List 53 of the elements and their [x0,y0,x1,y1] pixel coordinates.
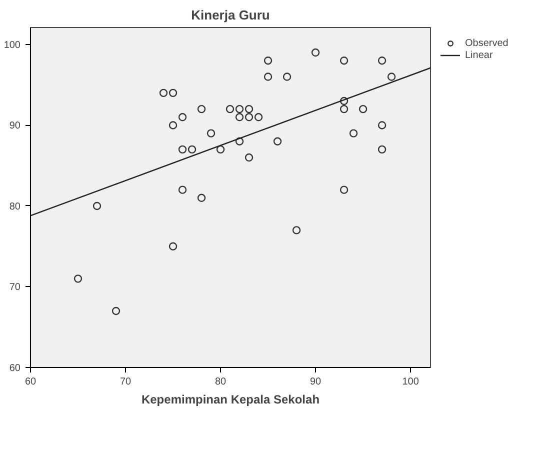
point [206,129,216,138]
y-tick-label: 70 [9,282,21,294]
point [168,242,178,250]
chart-title: Kinerja Guru [191,8,270,22]
point [340,96,348,106]
point [349,129,358,138]
x-tick-label: 90 [310,376,322,388]
point [159,88,168,98]
point [92,202,102,210]
x-tick-label: 80 [214,376,227,388]
point [226,104,234,114]
legend-label: Linear [465,49,493,61]
point [340,56,348,65]
point [378,56,386,65]
point [340,186,348,194]
x-tick-label: 60 [24,376,36,388]
point [292,226,301,234]
point [178,186,187,194]
point [178,145,187,154]
point [378,145,386,154]
point [311,48,320,57]
legend-label: Observed [465,37,508,49]
point [197,194,206,202]
x-tick-label: 70 [120,376,132,388]
point [378,121,386,130]
point [358,104,368,114]
point [112,306,120,316]
point [282,72,292,81]
point [168,88,178,98]
point [178,113,187,122]
point [254,113,263,122]
point [244,113,254,122]
point [244,104,254,114]
y-tick-label: 90 [9,120,21,132]
point [264,56,272,65]
point [168,121,178,130]
y-tick-label: 80 [9,201,21,212]
point [235,137,244,146]
x-tick-label: 100 [402,376,420,388]
point [74,274,82,283]
y-tick-label: 100 [4,40,21,51]
point [197,104,206,114]
point [188,145,196,154]
point [340,104,348,114]
y-tick-label: 60 [9,363,21,374]
point [235,104,244,114]
point [244,153,254,162]
point [387,72,396,81]
point [216,145,225,154]
x-axis-title: Kepemimpinan Kepala Sekolah [141,392,320,406]
point [273,137,282,146]
point [264,72,272,81]
point [235,113,244,122]
